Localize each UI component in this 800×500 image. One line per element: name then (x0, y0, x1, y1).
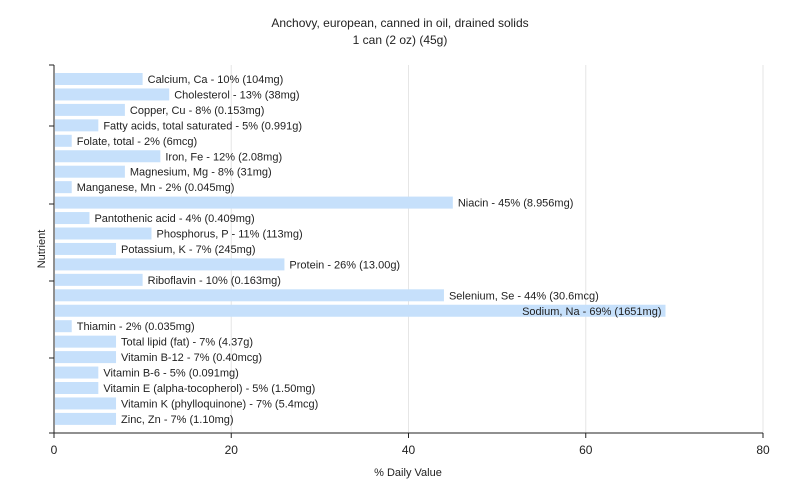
bar-20 (55, 382, 99, 394)
bar-label-11: Potassium, K - 7% (245mg) (121, 244, 256, 256)
bar-label-3: Fatty acids, total saturated - 5% (0.991… (103, 120, 302, 132)
bar-3 (55, 119, 99, 132)
bar-label-2: Copper, Cu - 8% (0.153mg) (130, 105, 265, 117)
bar-label-20: Vitamin E (alpha-tocopherol) - 5% (1.50m… (103, 383, 315, 395)
bar-11 (55, 242, 117, 255)
bar-5 (55, 150, 161, 163)
bar-18 (55, 351, 117, 364)
bar-label-17: Total lipid (fat) - 7% (4.37g) (121, 337, 253, 349)
bar-label-15: Sodium, Na - 69% (1651mg) (522, 306, 661, 318)
bar-label-10: Phosphorus, P - 11% (113mg) (156, 229, 302, 241)
x-tick-label-3: 60 (579, 443, 593, 457)
bar-19 (55, 366, 99, 379)
bar-9 (55, 212, 90, 225)
bar-0 (55, 73, 143, 85)
bar-label-1: Cholesterol - 13% (38mg) (174, 89, 299, 101)
bar-2 (55, 103, 125, 116)
bar-label-5: Iron, Fe - 12% (2.08mg) (165, 151, 282, 163)
bar-label-19: Vitamin B-6 - 5% (0.091mg) (103, 368, 239, 380)
bar-12 (55, 258, 285, 271)
bar-17 (55, 335, 117, 348)
bar-label-18: Vitamin B-12 - 7% (0.40mcg) (121, 352, 262, 364)
bar-label-6: Magnesium, Mg - 8% (31mg) (130, 167, 272, 179)
bar-16 (55, 320, 72, 333)
bars: Calcium, Ca - 10% (104mg) Cholesterol - 1… (55, 73, 666, 426)
bar-4 (55, 134, 72, 147)
chart-subtitle: 1 can (2 oz) (45g) (353, 33, 448, 47)
bar-15 (55, 304, 666, 317)
bar-1 (55, 88, 170, 101)
bar-14 (55, 289, 444, 302)
bar-8 (55, 196, 453, 209)
x-tick-label-2: 40 (402, 443, 416, 457)
bar-21 (55, 397, 117, 410)
bar-label-14: Selenium, Se - 44% (30.6mcg) (449, 290, 599, 302)
bar-label-4: Folate, total - 2% (6mcg) (77, 136, 197, 148)
chart-title: Anchovy, european, canned in oil, draine… (271, 16, 528, 30)
bar-label-13: Riboflavin - 10% (0.163mg) (148, 275, 281, 287)
x-tick-label-1: 20 (225, 443, 239, 457)
x-tick-label-4: 80 (756, 443, 770, 457)
bar-label-0: Calcium, Ca - 10% (104mg) (148, 74, 284, 86)
x-tick-label-0: 0 (51, 443, 58, 457)
bar-label-8: Niacin - 45% (8.956mg) (458, 198, 574, 210)
bar-label-7: Manganese, Mn - 2% (0.045mg) (77, 182, 235, 194)
bar-6 (55, 165, 125, 178)
bar-22 (55, 412, 117, 425)
bar-label-21: Vitamin K (phylloquinone) - 7% (5.4mcg) (121, 398, 318, 410)
bar-13 (55, 273, 143, 286)
bar-7 (55, 181, 72, 194)
x-axis-label: % Daily Value (374, 467, 442, 479)
axes: 0 20 40 60 80 (49, 64, 770, 457)
gridlines (230, 65, 764, 433)
bar-10 (55, 227, 152, 240)
y-axis-label: Nutrient (36, 230, 48, 269)
bar-label-9: Pantothenic acid - 4% (0.409mg) (94, 213, 254, 225)
bar-label-16: Thiamin - 2% (0.035mg) (77, 321, 195, 333)
bar-label-22: Zinc, Zn - 7% (1.10mg) (121, 414, 233, 426)
bar-label-12: Protein - 26% (13.00g) (289, 259, 400, 271)
